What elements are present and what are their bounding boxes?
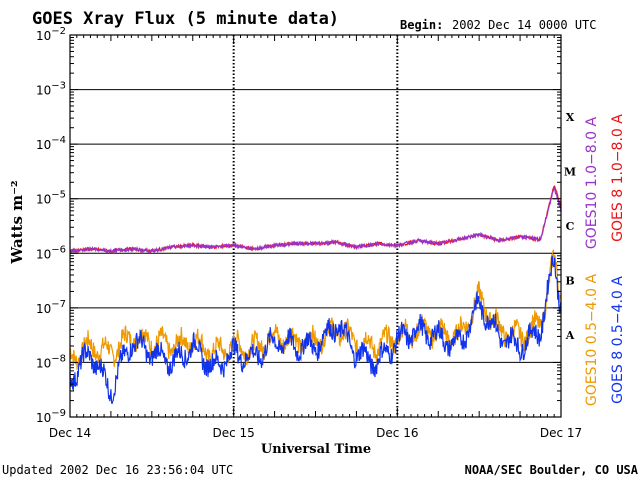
y-tick-label-2: 10−7: [36, 299, 66, 316]
x-axis-label: Universal Time: [261, 442, 371, 457]
x-tick-label-1: Dec 15: [213, 426, 255, 440]
series-line-3: [69, 255, 562, 405]
legend-entry-2: GOES10 0.5−4.0 A: [584, 274, 600, 407]
flare-class-b: B: [565, 275, 574, 288]
source-credit: NOAA/SEC Boulder, CO USA: [465, 463, 639, 477]
x-tick-label-2: Dec 16: [376, 426, 418, 440]
y-tick-label-6: 10−3: [36, 81, 66, 98]
legend-entry-1: GOES 8 1.0−8.0 A: [610, 114, 626, 242]
y-tick-label-5: 10−4: [36, 135, 66, 152]
begin-label: Begin:: [400, 18, 443, 32]
flare-class-m: M: [564, 165, 576, 178]
flare-class-x: X: [566, 111, 575, 124]
chart-title: GOES Xray Flux (5 minute data): [32, 9, 339, 29]
legend-entry-3: GOES 8 0.5−4.0 A: [610, 276, 626, 404]
legend-entry-0: GOES10 1.0−8.0 A: [584, 117, 600, 250]
y-tick-label-1: 10−8: [36, 353, 66, 370]
x-tick-label-3: Dec 17: [540, 426, 582, 440]
y-tick-label-3: 10−6: [36, 244, 66, 261]
plot-frame: [69, 34, 562, 418]
begin-value: 2002 Dec 14 0000 UTC: [452, 18, 597, 32]
series-line-0: [69, 186, 562, 254]
flare-class-a: A: [565, 329, 575, 342]
updated-timestamp: Updated 2002 Dec 16 23:56:04 UTC: [2, 463, 233, 477]
y-tick-label-0: 10−9: [36, 408, 66, 425]
x-tick-label-0: Dec 14: [49, 426, 91, 440]
legend: GOES10 1.0−8.0 A GOES 8 1.0−8.0 A GOES10 0…: [584, 114, 626, 406]
x-tick-group: Dec 14 Dec 15 Dec 16 Dec 17: [49, 35, 582, 440]
y-tick-label-7: 10−2: [36, 26, 66, 43]
flare-class-c: C: [566, 220, 575, 233]
series-group: [69, 185, 562, 405]
grid: [70, 34, 561, 418]
y-axis-label: Watts m⁻²: [8, 180, 26, 264]
y-tick-group: 10−9 10−8 10−7 10−6 10−5 10−4 10−3 10−2: [36, 26, 561, 425]
flare-class-group: X M C B A: [564, 111, 576, 342]
y-tick-label-4: 10−5: [36, 190, 66, 207]
